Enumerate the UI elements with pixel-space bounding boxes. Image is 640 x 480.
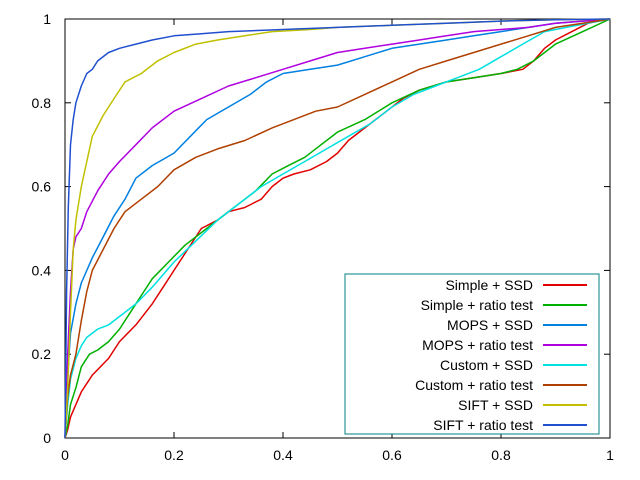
legend-label: MOPS + ratio test [422, 337, 533, 353]
legend-label: Custom + SSD [440, 357, 533, 373]
y-tick-label: 0.6 [32, 179, 52, 195]
x-tick-label: 0 [61, 447, 69, 463]
series-line-sift-ratio-test [64, 18, 611, 439]
y-tick-label: 0.4 [32, 262, 52, 278]
axis-ticks: 0 0.2 0.4 0.6 0.8 1 0 0.2 0.4 0.6 0.8 1 [32, 11, 615, 463]
series-line-mops-ratio-test [64, 18, 611, 439]
series-line-custom-ratio-test [64, 18, 611, 439]
y-tick-label: 0.2 [32, 346, 52, 362]
series-line-custom-ssd [64, 18, 611, 439]
x-tick-label: 0.8 [491, 447, 511, 463]
x-tick-label: 0.2 [164, 447, 184, 463]
legend-label: MOPS + SSD [447, 317, 533, 333]
legend-label: Simple + SSD [445, 277, 533, 293]
legend-box [344, 273, 600, 435]
legend-label: Custom + ratio test [415, 377, 533, 393]
x-tick-label: 0.4 [273, 447, 293, 463]
plot-frame [64, 18, 611, 439]
x-tick-label: 0.6 [382, 447, 402, 463]
y-tick-label: 0.8 [32, 95, 52, 111]
series-line-mops-ssd [64, 18, 611, 439]
y-tick-label: 0 [43, 430, 51, 446]
series-lines [64, 18, 611, 439]
x-tick-label: 1 [606, 447, 614, 463]
y-tick-label: 1 [43, 11, 51, 27]
legend-label: Simple + ratio test [421, 297, 534, 313]
legend-label: SIFT + ratio test [433, 417, 533, 433]
legend: Simple + SSD Simple + ratio test MOPS + SS… [344, 273, 600, 435]
legend-label: SIFT + SSD [458, 397, 533, 413]
